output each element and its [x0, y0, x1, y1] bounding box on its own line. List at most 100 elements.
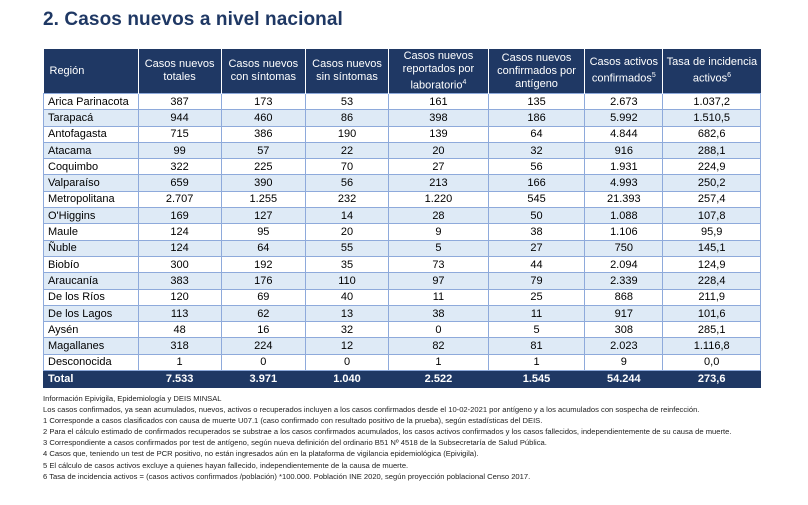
- column-header: Tasa de incidencia activos6: [662, 49, 761, 94]
- value-cell: 750: [584, 239, 664, 257]
- value-cell: 4.993: [584, 174, 664, 192]
- region-cell: Antofagasta: [43, 125, 139, 143]
- value-cell: 32: [304, 321, 390, 339]
- value-cell: 213: [388, 174, 489, 192]
- region-cell: De los Lagos: [43, 304, 139, 323]
- value-cell: 232: [304, 190, 390, 209]
- value-cell: 398: [388, 109, 489, 127]
- value-cell: 0: [304, 353, 390, 372]
- table-row: De los Ríos 120 69 40 11 25 868 211,9: [43, 288, 761, 306]
- footnote-line: 6 Tasa de incidencia activos = (casos ac…: [43, 471, 531, 481]
- table-row: De los Lagos 113 62 13 38 11 917 101,6: [43, 304, 761, 323]
- value-cell: 5: [388, 239, 489, 257]
- value-cell: 48: [137, 321, 222, 339]
- value-cell: 5.992: [584, 109, 664, 127]
- region-cell: Tarapacá: [43, 109, 139, 127]
- value-cell: 383: [137, 272, 222, 290]
- region-cell: O'Higgins: [43, 207, 139, 225]
- value-cell: 81: [487, 337, 586, 355]
- value-cell: 95,9: [662, 223, 761, 241]
- value-cell: 79: [487, 272, 586, 290]
- value-cell: 1.931: [584, 158, 664, 176]
- value-cell: 225: [220, 158, 306, 176]
- footnote-line: 3 Correspondiente a casos confirmados po…: [43, 438, 547, 448]
- column-header-label: Casos nuevos sin síntomas: [312, 58, 382, 83]
- value-cell: 387: [137, 92, 222, 111]
- table-row: Aysén 48 16 32 0 5 308 285,1: [43, 321, 761, 339]
- value-cell: 44: [487, 255, 586, 274]
- total-value-cell: 3.971: [220, 370, 306, 389]
- value-cell: 2.094: [584, 255, 664, 274]
- value-cell: 224,9: [662, 158, 761, 176]
- table-row: Magallanes 318 224 12 82 81 2.023 1.116,8: [43, 337, 761, 355]
- column-header-label: Casos nuevos confirmados por antígeno: [497, 51, 576, 90]
- value-cell: 715: [137, 125, 222, 143]
- region-cell: Araucanía: [43, 272, 139, 290]
- value-cell: 2.339: [584, 272, 664, 290]
- column-header: Casos activos confirmados5: [584, 49, 664, 94]
- value-cell: 917: [584, 304, 664, 323]
- value-cell: 868: [584, 288, 664, 306]
- value-cell: 139: [388, 125, 489, 143]
- region-cell: De los Ríos: [43, 288, 139, 306]
- value-cell: 14: [304, 207, 390, 225]
- value-cell: 916: [584, 141, 664, 160]
- value-cell: 11: [388, 288, 489, 306]
- value-cell: 28: [388, 207, 489, 225]
- value-cell: 308: [584, 321, 664, 339]
- column-header: Casos nuevos totales: [138, 49, 222, 94]
- value-cell: 2.023: [584, 337, 664, 355]
- value-cell: 69: [220, 288, 306, 306]
- value-cell: 1.037,2: [662, 92, 761, 111]
- value-cell: 22: [304, 141, 390, 160]
- value-cell: 50: [487, 207, 586, 225]
- value-cell: 64: [487, 125, 586, 143]
- value-cell: 545: [487, 190, 586, 209]
- value-cell: 300: [137, 255, 222, 274]
- total-value-cell: 1.040: [304, 370, 390, 389]
- table-row: Coquimbo 322 225 70 27 56 1.931 224,9: [43, 158, 761, 176]
- value-cell: 288,1: [662, 141, 761, 160]
- total-value-cell: 2.522: [388, 370, 489, 389]
- value-cell: 40: [304, 288, 390, 306]
- total-value-cell: 1.545: [487, 370, 586, 389]
- value-cell: 228,4: [662, 272, 761, 290]
- value-cell: 70: [304, 158, 390, 176]
- value-cell: 21.393: [584, 190, 664, 209]
- region-cell: Ñuble: [43, 239, 139, 257]
- value-cell: 38: [388, 304, 489, 323]
- total-value-cell: 273,6: [662, 370, 761, 389]
- value-cell: 135: [487, 92, 586, 111]
- column-header: Casos nuevos reportados por laboratorio4: [388, 49, 489, 94]
- table-row: Valparaíso 659 390 56 213 166 4.993 250,2: [43, 174, 761, 192]
- value-cell: 224: [220, 337, 306, 355]
- section-title: 2. Casos nuevos a nivel nacional: [43, 9, 343, 30]
- value-cell: 682,6: [662, 125, 761, 143]
- value-cell: 1.106: [584, 223, 664, 241]
- region-cell: Atacama: [43, 141, 139, 160]
- value-cell: 192: [220, 255, 306, 274]
- total-value-cell: 7.533: [137, 370, 222, 389]
- value-cell: 1.088: [584, 207, 664, 225]
- value-cell: 169: [137, 207, 222, 225]
- table-header-row: Región Casos nuevos totales Casos nuevos c…: [43, 49, 761, 94]
- column-header: Región: [43, 49, 139, 94]
- value-cell: 0: [388, 321, 489, 339]
- value-cell: 9: [584, 353, 664, 372]
- footnote-line: 4 Casos que, teniendo un test de PCR pos…: [43, 449, 479, 459]
- value-cell: 250,2: [662, 174, 761, 192]
- footnote-line: Los casos confirmados, ya sean acumulado…: [43, 405, 700, 415]
- value-cell: 0: [220, 353, 306, 372]
- value-cell: 120: [137, 288, 222, 306]
- total-label: Total: [43, 370, 139, 389]
- value-cell: 1: [137, 353, 222, 372]
- value-cell: 12: [304, 337, 390, 355]
- column-header: Casos nuevos sin síntomas: [305, 49, 390, 94]
- footnote-line: 1 Corresponde a casos clasificados con c…: [43, 416, 543, 426]
- value-cell: 56: [304, 174, 390, 192]
- value-cell: 9: [388, 223, 489, 241]
- column-header: Casos nuevos confirmados por antígeno: [488, 49, 586, 94]
- value-cell: 2.673: [584, 92, 664, 111]
- table-body: Arica Parinacota 387 173 53 161 135 2.673 1.037…: [43, 92, 761, 389]
- column-header-label: Casos nuevos reportados por laboratorio: [402, 49, 475, 92]
